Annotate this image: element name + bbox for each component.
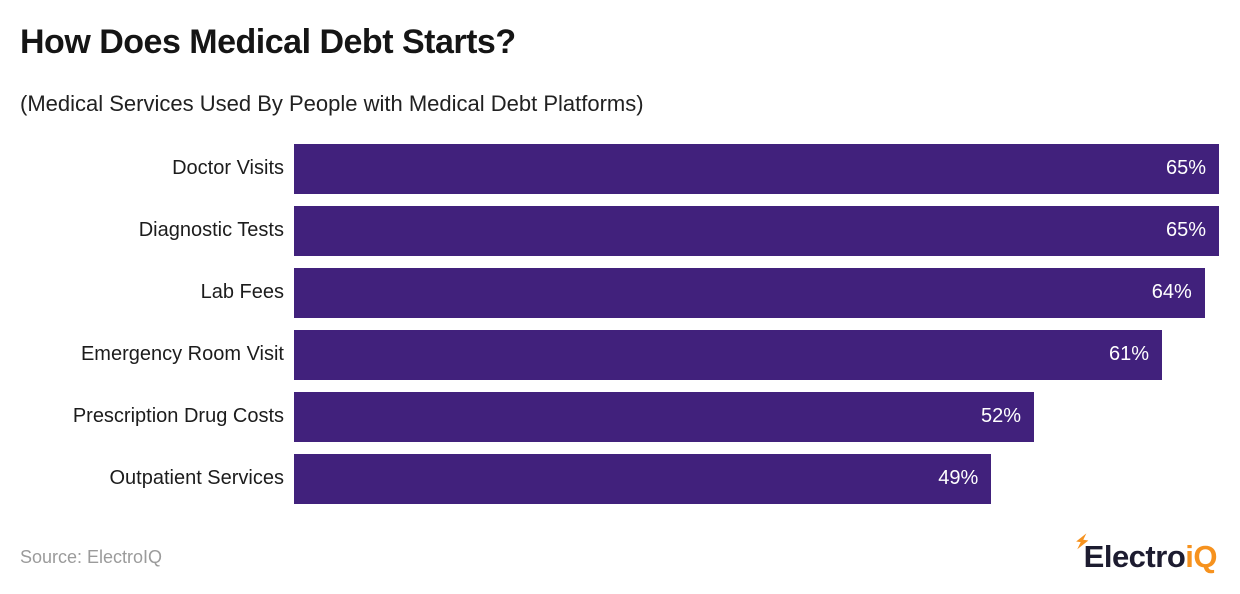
chart-subtitle: (Medical Services Used By People with Me…	[20, 91, 644, 117]
bar: 65%	[294, 205, 1219, 256]
bar-track: 52%	[294, 391, 1219, 442]
category-label: Diagnostic Tests	[138, 219, 284, 242]
bar: 65%	[294, 143, 1219, 194]
bar-row: Doctor Visits 65%	[20, 143, 1219, 194]
bar: 61%	[294, 329, 1163, 380]
category-label: Outpatient Services	[109, 467, 284, 490]
bar-row: Emergency Room Visit 61%	[20, 329, 1219, 380]
category-label: Lab Fees	[200, 281, 284, 304]
bar-row: Prescription Drug Costs 52%	[20, 391, 1219, 442]
chart-title: How Does Medical Debt Starts?	[20, 23, 516, 61]
bar-row: Diagnostic Tests 65%	[20, 205, 1219, 256]
footer: Source: ElectroIQ ElectroiQ	[20, 533, 1219, 576]
bar-chart: Doctor Visits 65% Diagnostic Tests 65% Lab F…	[20, 143, 1219, 504]
bar-value-label: 65%	[1165, 157, 1206, 180]
bar-row: Lab Fees 64%	[20, 267, 1219, 318]
bar-track: 65%	[294, 205, 1219, 256]
bar-track: 64%	[294, 267, 1219, 318]
bar: 64%	[294, 267, 1205, 318]
bar-row: Outpatient Services 49%	[20, 453, 1219, 504]
bar-value-label: 52%	[980, 405, 1021, 428]
logo-text-dark: Electro	[1083, 539, 1186, 574]
bar-value-label: 61%	[1109, 343, 1150, 366]
bar: 49%	[294, 453, 992, 504]
bar: 52%	[294, 391, 1034, 442]
source-credit: Source: ElectroIQ	[20, 547, 163, 567]
logo-text-orange: iQ	[1185, 539, 1217, 574]
bar-track: 49%	[294, 453, 1219, 504]
bar-track: 61%	[294, 329, 1219, 380]
bar-track: 65%	[294, 143, 1219, 194]
category-label: Doctor Visits	[172, 157, 284, 180]
bar-value-label: 49%	[938, 467, 979, 490]
bar-value-label: 65%	[1165, 219, 1206, 242]
lightning-bolt-icon	[1075, 533, 1089, 550]
bar-value-label: 64%	[1151, 281, 1192, 304]
category-label: Prescription Drug Costs	[72, 405, 284, 428]
category-label: Emergency Room Visit	[80, 343, 284, 366]
electroiq-logo: ElectroiQ	[1074, 533, 1219, 576]
